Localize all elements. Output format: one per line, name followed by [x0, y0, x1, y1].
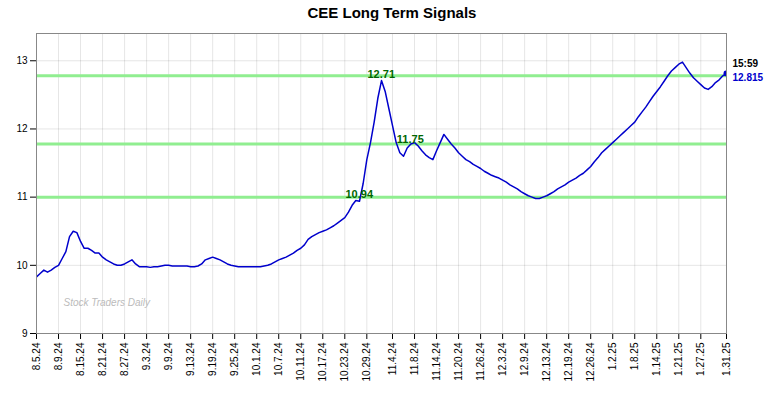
svg-text:10.17.24: 10.17.24	[317, 342, 328, 381]
svg-text:11.4.24: 11.4.24	[387, 342, 398, 375]
svg-text:11.75: 11.75	[397, 133, 424, 145]
svg-text:12.815: 12.815	[733, 72, 764, 83]
svg-text:12.3.24: 12.3.24	[497, 342, 508, 376]
svg-text:8.27.24: 8.27.24	[119, 342, 130, 376]
svg-text:1.27.25: 1.27.25	[695, 342, 706, 376]
svg-text:8.15.24: 8.15.24	[75, 342, 86, 376]
svg-text:8.21.24: 8.21.24	[97, 342, 108, 376]
svg-text:11.14.24: 11.14.24	[431, 342, 442, 381]
svg-text:11.20.24: 11.20.24	[453, 342, 464, 381]
svg-text:12.26.24: 12.26.24	[585, 342, 596, 381]
svg-text:1.8.25: 1.8.25	[629, 342, 640, 370]
svg-text:10.7.24: 10.7.24	[273, 342, 284, 376]
svg-text:8.9.24: 8.9.24	[53, 342, 64, 370]
svg-text:9.13.24: 9.13.24	[185, 342, 196, 376]
svg-text:1.31.25: 1.31.25	[721, 342, 732, 376]
svg-text:15:59: 15:59	[733, 58, 759, 69]
svg-text:12: 12	[16, 123, 28, 134]
svg-text:9: 9	[22, 328, 28, 339]
svg-text:9.3.24: 9.3.24	[141, 342, 152, 370]
svg-text:9.9.24: 9.9.24	[163, 342, 174, 370]
svg-text:12.9.24: 12.9.24	[519, 342, 530, 376]
svg-text:8.5.24: 8.5.24	[31, 342, 42, 370]
svg-text:9.25.24: 9.25.24	[229, 342, 240, 376]
svg-text:1.2.25: 1.2.25	[607, 342, 618, 370]
svg-text:10.11.24: 10.11.24	[295, 342, 306, 381]
svg-text:13: 13	[16, 55, 28, 66]
svg-text:1.21.25: 1.21.25	[673, 342, 684, 376]
svg-text:Stock Traders Daily: Stock Traders Daily	[64, 297, 152, 308]
svg-text:10.1.24: 10.1.24	[251, 342, 262, 376]
svg-text:12.71: 12.71	[368, 68, 396, 80]
svg-text:12.19.24: 12.19.24	[563, 342, 574, 381]
svg-text:11: 11	[17, 191, 28, 202]
svg-text:10.29.24: 10.29.24	[361, 342, 372, 381]
svg-text:1.14.25: 1.14.25	[651, 342, 662, 376]
svg-text:10.94: 10.94	[345, 188, 373, 200]
svg-text:12.13.24: 12.13.24	[541, 342, 552, 381]
svg-text:9.19.24: 9.19.24	[207, 342, 218, 376]
svg-text:10.23.24: 10.23.24	[339, 342, 350, 381]
svg-text:10: 10	[16, 260, 28, 271]
html-text:CEE Long Term Signals: CEE Long Term Signals	[307, 4, 477, 21]
svg-text:11.8.24: 11.8.24	[409, 342, 420, 375]
svg-text:11.26.24: 11.26.24	[475, 342, 486, 381]
